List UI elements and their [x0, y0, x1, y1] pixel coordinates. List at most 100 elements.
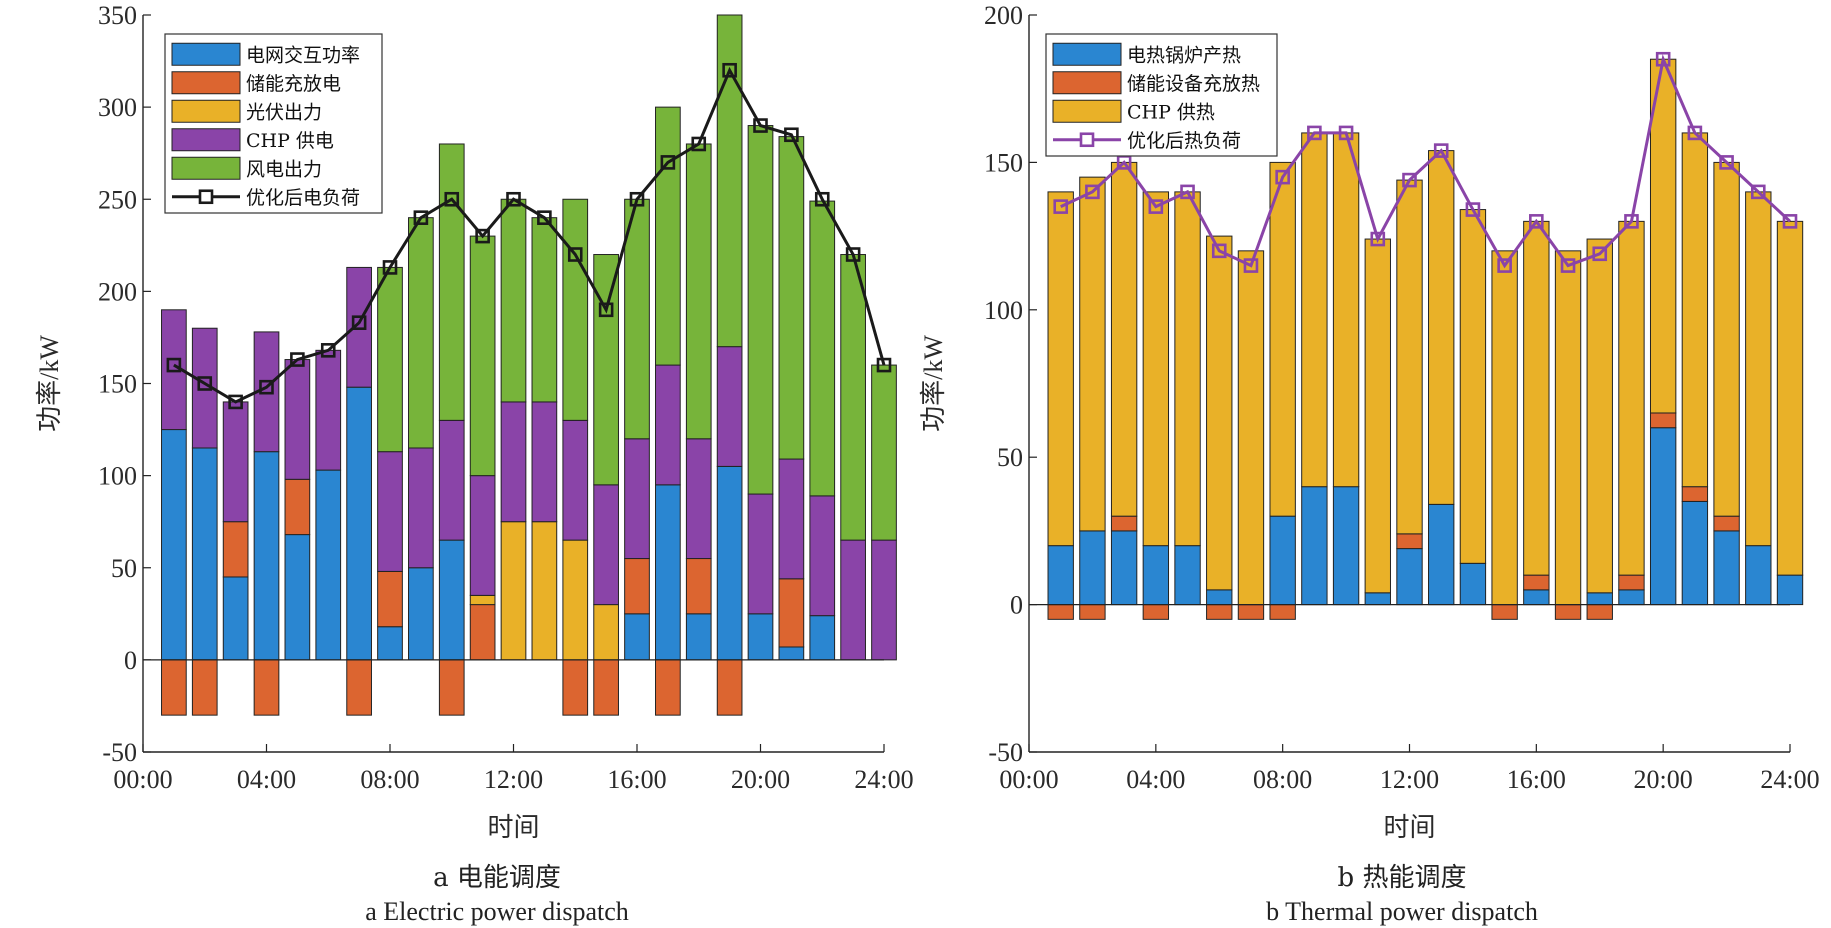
bar-segment [1079, 530, 1106, 606]
bar-segment [1618, 574, 1645, 591]
bar-segment [1301, 486, 1328, 606]
y-tick-label: 150 [984, 148, 1023, 177]
bar-segment [624, 558, 650, 615]
line-marker [1370, 231, 1386, 247]
line-marker [1085, 184, 1100, 200]
bar-segment [1681, 500, 1709, 606]
bar-segment [685, 613, 712, 661]
bar-segment [1110, 161, 1138, 517]
bar-segment [222, 521, 249, 578]
bar-segment [284, 359, 311, 480]
caption-en: b Thermal power dispatch [1266, 897, 1538, 926]
bar-segment [408, 217, 434, 449]
bar-segment [778, 646, 805, 661]
bar-segment [716, 659, 743, 716]
bar-segment [716, 465, 743, 661]
bar-segment [1142, 545, 1170, 606]
bar-segment [253, 451, 280, 661]
bar-segment [1681, 132, 1709, 488]
bar-segment [778, 458, 805, 580]
x-tick-label: 24:00 [1760, 765, 1819, 794]
legend-label: CHP 供电 [246, 130, 334, 152]
legend-swatch [1052, 71, 1122, 95]
bar-segment [1269, 515, 1296, 606]
line-marker [629, 191, 645, 207]
bar-segment [1681, 486, 1709, 502]
bar-segment [685, 558, 712, 615]
legend-swatch [171, 42, 241, 66]
y-axis-label: 功率/kW [919, 335, 948, 432]
bar-segment [809, 615, 836, 661]
bar-segment [840, 254, 866, 541]
y-tick-label: 200 [98, 277, 137, 306]
line-marker [228, 394, 243, 410]
x-tick-label: 04:00 [237, 765, 296, 794]
bar-segment [161, 659, 187, 716]
bar-segment [1142, 604, 1170, 620]
line-marker [1148, 199, 1164, 214]
x-axis-label: 时间 [487, 813, 539, 842]
bar-segment [1142, 191, 1170, 547]
bar-segment [1332, 132, 1360, 488]
x-tick-label: 12:00 [1380, 765, 1439, 794]
legend-label: 电网交互功率 [246, 44, 360, 66]
bar-segment [1491, 250, 1518, 606]
bar-segment [222, 576, 249, 661]
bar-segment [531, 217, 558, 403]
bar-segment [377, 451, 403, 572]
line-marker [1497, 258, 1512, 273]
bar-segment [469, 594, 496, 606]
bar-segment [1079, 604, 1106, 620]
bar-segment [747, 613, 774, 661]
bar-segment [315, 349, 342, 471]
legend-label: 储能设备充放热 [1127, 73, 1260, 95]
bar-segment [1459, 209, 1487, 564]
bar-segment [1428, 150, 1455, 505]
line-marker [1307, 125, 1322, 141]
bar-segment [562, 198, 589, 421]
x-tick-label: 00:00 [113, 765, 172, 794]
bar-segment [253, 659, 280, 716]
bar-segment [716, 346, 743, 467]
line-marker [1180, 184, 1195, 200]
y-tick-label: 150 [98, 370, 137, 399]
bar-segment [655, 364, 681, 486]
line-marker [259, 379, 274, 395]
bar-segment [500, 401, 527, 523]
line-marker [1275, 169, 1290, 185]
bar-segment [809, 495, 836, 617]
bar-segment [161, 429, 187, 661]
bar-segment [469, 235, 496, 477]
legend-label: 光伏出力 [246, 101, 322, 123]
bar-segment [1396, 533, 1423, 550]
y-axis-label: 功率/kW [35, 335, 64, 432]
caption-cn: b 热能调度 [1338, 863, 1467, 893]
bar-segment [1554, 250, 1582, 606]
legend-swatch [1052, 42, 1122, 66]
chart-panel-a: -50 0 50 100 150 200 250 300 350 00:00 04:00 08:00 1… [35, 1, 914, 926]
legend-label: 电热锅炉产热 [1127, 44, 1241, 66]
bar-segment [438, 419, 465, 541]
bar-segment [809, 200, 836, 497]
line-marker [1243, 258, 1259, 273]
bar-segment [593, 604, 619, 661]
legend-label: 风电出力 [246, 158, 322, 180]
line-marker [660, 155, 676, 170]
line-marker [444, 191, 460, 207]
legend-swatch [171, 71, 241, 95]
legend-label: CHP 供热 [1127, 101, 1215, 123]
bar-segment [1745, 545, 1772, 606]
bar-segment [377, 266, 403, 453]
bar-segment [655, 659, 681, 716]
x-tick-label: 00:00 [999, 765, 1058, 794]
bar-segment [778, 578, 805, 648]
line-marker [1402, 172, 1417, 188]
bar-segment [624, 438, 650, 560]
line-marker [166, 357, 182, 373]
y-tick-label: -50 [102, 738, 137, 767]
bar-segment [1110, 515, 1138, 532]
bar-segment [531, 401, 558, 523]
line-marker [1560, 258, 1576, 273]
y-tick-label: 300 [98, 93, 137, 122]
